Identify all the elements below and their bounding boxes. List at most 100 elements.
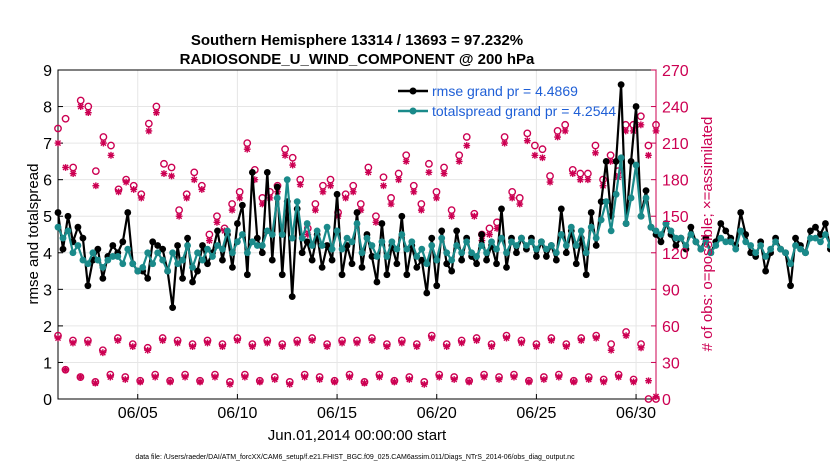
obs-assimilated-marker xyxy=(153,109,160,117)
obs-possible-marker xyxy=(636,112,645,121)
obs-possible-marker xyxy=(462,133,471,141)
totalspread-line xyxy=(56,156,830,273)
rmse-point xyxy=(413,264,421,271)
x-tick-label: 06/30 xyxy=(616,405,656,422)
totalspread-point xyxy=(438,234,446,242)
rmse-point xyxy=(109,242,117,249)
rmse-point xyxy=(74,223,82,231)
y-axis-label-right: # of obs: o=possible; ×=assimilated xyxy=(699,117,716,352)
totalspread-point xyxy=(513,242,520,249)
totalspread-point xyxy=(343,234,351,242)
totalspread-point xyxy=(632,161,640,169)
totalspread-point xyxy=(194,249,201,257)
obs-possible-marker xyxy=(508,187,517,196)
obs-assimilated-marker xyxy=(91,379,99,387)
totalspread-point xyxy=(672,234,680,242)
totalspread-point xyxy=(164,267,172,275)
rmse-point xyxy=(273,183,281,191)
rmse-point xyxy=(169,304,177,312)
obs-assimilated-marker xyxy=(248,343,256,351)
obs-assimilated-marker xyxy=(622,127,630,135)
totalspread-point xyxy=(398,231,406,238)
rmse-point xyxy=(348,260,356,268)
rmse-point xyxy=(383,271,391,279)
obs-assimilated-marker xyxy=(168,172,175,180)
rmse-point xyxy=(592,242,600,249)
rmse-point xyxy=(179,274,186,282)
totalspread-point xyxy=(323,223,331,231)
obs-possible-marker xyxy=(409,181,418,190)
legend-rmse-label: rmse grand pr = 4.4869 xyxy=(432,83,578,99)
rmse-point xyxy=(453,227,461,235)
rmse-point xyxy=(149,238,157,246)
totalspread-point xyxy=(747,242,755,249)
obs-assimilated-marker xyxy=(364,168,372,176)
obs-assimilated-marker xyxy=(181,373,189,381)
obs-assimilated-marker xyxy=(137,194,145,202)
rmse-point xyxy=(787,282,794,290)
totalspread-point xyxy=(199,256,206,264)
totalspread-point xyxy=(298,234,306,242)
totalspread-point xyxy=(567,223,575,231)
obs-possible-marker xyxy=(583,169,592,178)
totalspread-point xyxy=(378,238,386,246)
obs-assimilated-marker xyxy=(293,339,301,347)
totalspread-point xyxy=(503,249,510,257)
totalspread-point xyxy=(682,242,690,249)
rmse-point xyxy=(144,274,152,282)
obs-assimilated-marker xyxy=(349,188,357,196)
obs-assimilated-marker xyxy=(296,181,304,188)
obs-possible-marker xyxy=(447,206,456,215)
totalspread-point xyxy=(243,249,251,257)
rmse-point xyxy=(238,201,246,209)
rmse-point xyxy=(587,209,595,216)
rmse-point xyxy=(403,271,411,279)
rmse-point xyxy=(258,249,266,257)
totalspread-point xyxy=(318,242,326,249)
totalspread-point xyxy=(453,242,461,249)
obs-assimilated-marker xyxy=(311,206,319,214)
totalspread-point xyxy=(537,238,545,246)
obs-assimilated-marker xyxy=(486,231,493,238)
totalspread-point xyxy=(483,249,490,257)
totalspread-point xyxy=(134,267,142,275)
rmse-point xyxy=(747,249,755,257)
totalspread-point xyxy=(308,242,316,249)
rmse-point xyxy=(627,157,635,165)
obs-assimilated-marker xyxy=(145,127,153,135)
totalspread-point xyxy=(528,238,535,246)
obs-assimilated-marker xyxy=(281,151,289,159)
totalspread-point xyxy=(428,242,436,249)
obs-assimilated-marker xyxy=(361,379,368,387)
obs-assimilated-marker xyxy=(121,376,129,383)
rmse-point xyxy=(503,264,510,271)
obs-assimilated-marker xyxy=(159,337,167,344)
obs-assimilated-marker xyxy=(516,200,524,208)
totalspread-point xyxy=(518,234,525,242)
obs-assimilated-marker xyxy=(562,343,570,351)
rmse-point xyxy=(418,256,426,264)
obs-assimilated-marker xyxy=(546,178,554,186)
rmse-point xyxy=(278,271,286,279)
obs-assimilated-marker xyxy=(473,337,480,344)
obs-assimilated-marker xyxy=(144,346,152,354)
totalspread-point xyxy=(189,264,196,271)
obs-assimilated-marker xyxy=(600,378,608,386)
y-right-tick-label: 60 xyxy=(662,319,680,336)
obs-possible-marker xyxy=(99,133,108,141)
rmse-point xyxy=(533,253,540,260)
y-tick-label: 1 xyxy=(43,355,52,372)
obs-assimilated-marker xyxy=(331,378,338,386)
obs-assimilated-marker xyxy=(440,170,448,177)
obs-assimilated-marker xyxy=(368,337,376,344)
y-tick-label: 6 xyxy=(43,173,52,190)
totalspread-point xyxy=(64,227,72,235)
rmse-point xyxy=(298,249,306,257)
obs-assimilated-marker xyxy=(211,373,219,381)
legend-spread-label: totalspread grand pr = 4.2544 xyxy=(432,103,616,119)
totalspread-point xyxy=(154,249,162,257)
totalspread-point xyxy=(59,234,67,242)
y-tick-label: 5 xyxy=(43,209,52,226)
totalspread-point xyxy=(219,245,226,253)
